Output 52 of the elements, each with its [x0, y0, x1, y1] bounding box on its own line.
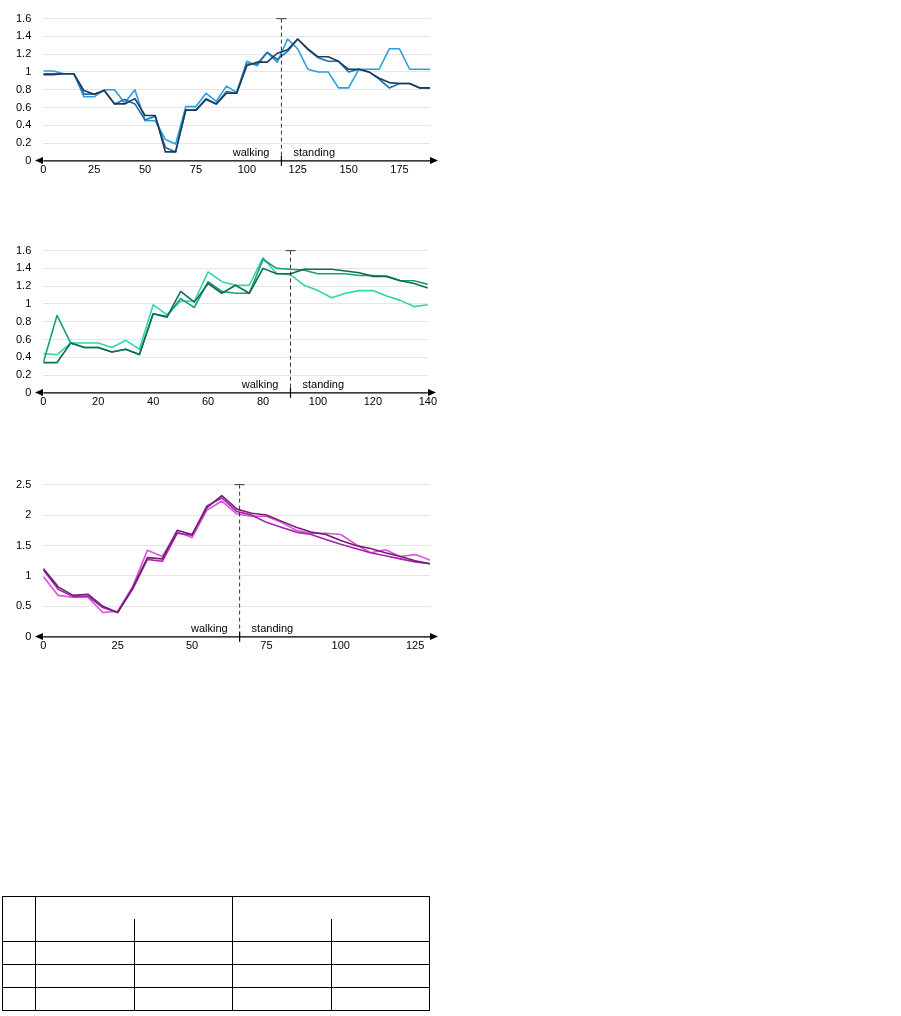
y-tick-label: 1 — [25, 568, 32, 581]
x-tick-label: 50 — [185, 639, 199, 652]
x-tick-label: 75 — [189, 163, 203, 176]
y-tick-label: 0.5 — [15, 599, 32, 612]
annotation: walking — [189, 622, 228, 635]
x-tick-label: 20 — [92, 395, 105, 408]
x-tick-label: 60 — [201, 395, 215, 408]
x-tick-label: 150 — [339, 163, 358, 176]
y-tick-label: 0.8 — [15, 82, 32, 95]
y-tick-label: 0 — [25, 153, 32, 166]
y-tick-label: 1.2 — [15, 47, 32, 60]
x-tick-label: 120 — [363, 395, 383, 408]
x-tick-label: 40 — [147, 395, 160, 408]
y-tick-label: 0.4 — [15, 118, 32, 131]
annotation: standing — [302, 378, 345, 391]
y-tick-label: 1.4 — [15, 29, 32, 42]
y-tick-label: 0.6 — [15, 332, 32, 345]
annotation: walking — [231, 146, 270, 159]
y-tick-label: 0.6 — [15, 100, 32, 113]
y-tick-label: 0.4 — [15, 350, 32, 363]
x-tick-label: 75 — [260, 639, 273, 652]
y-tick-label: 1 — [25, 64, 32, 77]
x-tick-label: 125 — [288, 163, 307, 176]
y-tick-label: 1.6 — [15, 11, 32, 24]
x-tick-label: 100 — [331, 639, 350, 652]
y-tick-label: 0.2 — [15, 136, 32, 149]
y-tick-label: 1.2 — [15, 279, 32, 292]
y-tick-label: 1.4 — [15, 261, 32, 274]
y-tick-label: 0 — [25, 385, 32, 398]
y-tick-label: 1.6 — [15, 243, 32, 256]
y-tick-label: 1 — [25, 296, 32, 309]
y-tick-label: 0.8 — [15, 314, 32, 327]
x-tick-label: 100 — [237, 163, 256, 176]
annotation: standing — [293, 146, 336, 159]
x-tick-label: 125 — [405, 639, 425, 652]
y-tick-label: 0.2 — [15, 368, 32, 381]
x-tick-label: 0 — [40, 395, 47, 408]
x-tick-label: 100 — [308, 395, 328, 408]
annotation: standing — [251, 622, 294, 635]
y-tick-label: 0 — [25, 629, 32, 642]
y-tick-label: 1.5 — [15, 538, 32, 551]
x-tick-label: 0 — [40, 163, 47, 176]
x-tick-label: 25 — [111, 639, 124, 652]
x-tick-label: 0 — [40, 639, 47, 652]
y-tick-label: 2 — [25, 508, 32, 521]
x-tick-label: 140 — [418, 395, 437, 408]
y-tick-label: 2.5 — [15, 477, 32, 490]
annotation: walking — [240, 378, 279, 391]
x-tick-label: 80 — [256, 395, 270, 408]
x-tick-label: 175 — [390, 163, 409, 176]
x-tick-label: 25 — [88, 163, 101, 176]
x-tick-label: 50 — [138, 163, 152, 176]
